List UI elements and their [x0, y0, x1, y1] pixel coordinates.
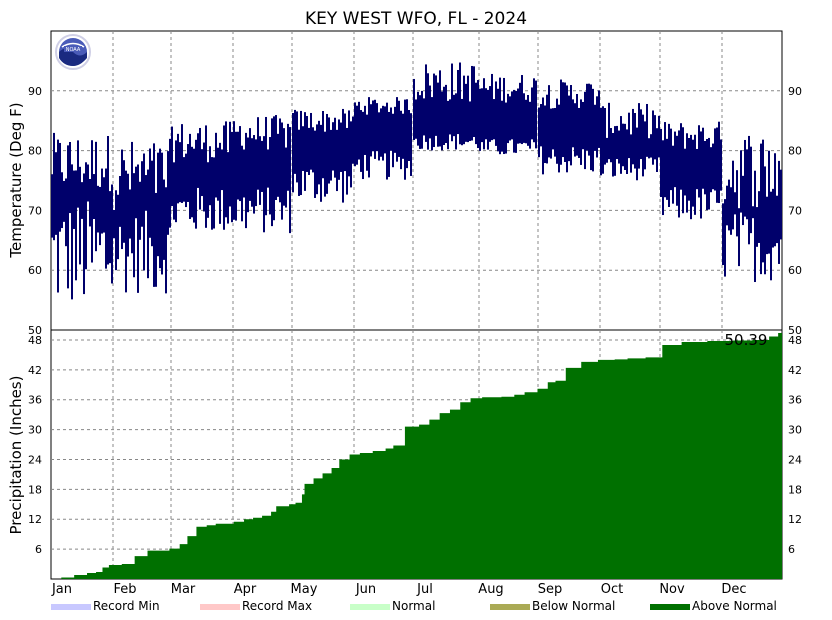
precipitation-y-tick-label: 12 [28, 513, 42, 526]
noaa-logo: NOAA [55, 34, 91, 70]
precipitation-y-tick-label: 30 [28, 424, 42, 437]
precipitation-y-tick-label: 18 [788, 483, 802, 496]
chart-title: KEY WEST WFO, FL - 2024 [305, 9, 527, 29]
legend-swatch [200, 604, 240, 610]
svg-text:NOAA: NOAA [66, 47, 81, 53]
temperature-panel: 60 70 80 90 60 70 80 90 Temperature (Deg F) NO… [7, 30, 802, 331]
month-label: Feb [113, 582, 136, 597]
precipitation-y-tick-label: 48 [28, 334, 42, 347]
legend-label: Record Max [242, 599, 312, 613]
month-label: Dec [721, 582, 746, 597]
precipitation-y-tick-label: 36 [28, 394, 42, 407]
precipitation-y-tick-label: 42 [28, 364, 42, 377]
temperature-y-tick-label: 70 [788, 204, 802, 217]
precipitation-y-tick-label: 48 [788, 334, 802, 347]
temperature-y-tick-label: 60 [788, 264, 802, 277]
legend-swatch [490, 604, 530, 610]
precipitation-y-tick-label: 24 [28, 453, 42, 466]
precipitation-y-ticks-left: 50 6 12 18 24 30 36 42 48 [28, 324, 42, 556]
legend-label: Record Min [93, 599, 160, 613]
month-label: Mar [171, 582, 196, 597]
temperature-y-ticks-right: 60 70 80 90 [788, 85, 802, 277]
temperature-series [51, 62, 782, 300]
temperature-y-axis-label: Temperature (Deg F) [7, 102, 25, 258]
temperature-y-tick-label: 90 [28, 85, 42, 98]
precipitation-y-ticks-right: 50 6 12 18 24 30 36 42 48 [788, 324, 802, 556]
month-label: Jan [51, 582, 72, 597]
legend-swatch [350, 604, 390, 610]
precipitation-y-tick-label: 42 [788, 364, 802, 377]
month-label: Aug [478, 582, 503, 597]
precipitation-y-tick-label: 30 [788, 424, 802, 437]
legend-swatch [650, 604, 690, 610]
x-axis-month-labels: Jan Feb Mar Apr May Jun Jul Aug Sep Oct Nov Dec [51, 582, 747, 597]
precipitation-y-tick-label: 50 [788, 324, 802, 337]
precipitation-total-label: 50.39 [725, 331, 768, 349]
precipitation-panel: 50 6 12 18 24 30 36 42 48 50 6 12 18 24 30 36 42 48 Prec… [7, 324, 802, 580]
temperature-y-tick-label: 90 [788, 85, 802, 98]
temperature-y-ticks-left: 60 70 80 90 [28, 85, 42, 277]
month-label: Apr [234, 582, 257, 597]
precipitation-y-tick-label: 24 [788, 453, 802, 466]
legend: Record Min Record Max Normal Below Normal Ab… [51, 599, 777, 613]
legend-label: Below Normal [532, 599, 615, 613]
precipitation-y-axis-label: Precipitation (Inches) [7, 376, 25, 535]
precipitation-y-tick-label: 36 [788, 394, 802, 407]
legend-swatch [51, 604, 91, 610]
month-label: Oct [601, 582, 623, 597]
precipitation-y-tick-label: 18 [28, 483, 42, 496]
month-label: Nov [659, 582, 685, 597]
month-label: May [291, 582, 318, 597]
month-label: Sep [538, 582, 563, 597]
month-label: Jun [355, 582, 376, 597]
precipitation-y-tick-label: 6 [35, 543, 42, 556]
temperature-y-tick-label: 80 [28, 145, 42, 158]
month-label: Jul [416, 582, 433, 597]
temperature-y-tick-label: 60 [28, 264, 42, 277]
precipitation-y-tick-label: 12 [788, 513, 802, 526]
legend-label: Above Normal [692, 599, 777, 613]
precipitation-y-tick-label: 6 [788, 543, 795, 556]
precipitation-y-tick-label: 50 [28, 324, 42, 337]
precipitation-cumulative-area [52, 328, 782, 579]
temperature-y-tick-label: 80 [788, 145, 802, 158]
temperature-y-tick-label: 70 [28, 204, 42, 217]
legend-label: Normal [392, 599, 435, 613]
